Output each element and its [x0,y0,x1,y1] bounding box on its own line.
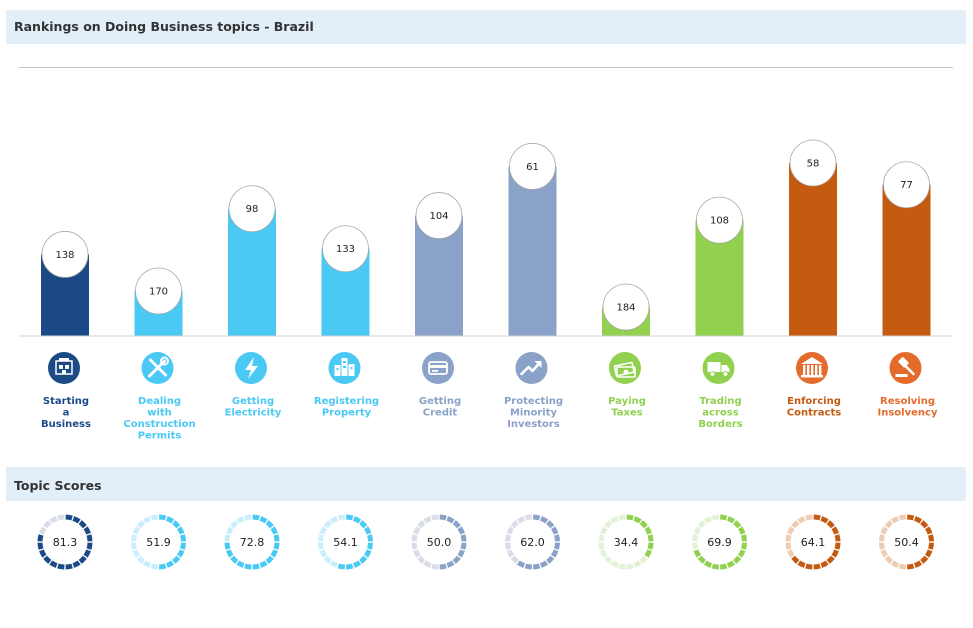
value-bubble: 77 [883,161,930,209]
score-label: 69.9 [707,536,732,549]
value-label: 108 [710,216,729,227]
value-label: 77 [900,180,913,191]
value-label: 104 [429,211,448,222]
category-label: Trading across Borders [698,396,742,430]
value-label: 138 [55,250,74,261]
score-donut: 50.4 [879,514,934,570]
lightning-icon [235,352,267,384]
score-donut: 64.1 [785,514,841,570]
topic-scores-header: Topic Scores [6,467,966,501]
bar [789,163,837,336]
value-bubble: 170 [135,267,182,315]
header-divider [19,67,953,68]
tools-icon [141,352,174,384]
value-label: 170 [149,287,168,298]
value-label: 184 [616,303,635,314]
value-label: 133 [336,244,355,255]
value-label: 98 [246,204,259,215]
value-bubble: 108 [696,196,743,244]
rankings-header: Rankings on Doing Business topics - Braz… [6,10,966,44]
value-bubble: 133 [322,225,369,273]
truck-icon [702,352,735,384]
score-donut: 51.9 [131,514,186,570]
category-label: Paying Taxes [608,396,646,419]
score-donut: 34.4 [598,514,654,570]
score-donut: 62.0 [505,514,560,570]
score-donut: 69.9 [692,514,747,570]
value-bubble: 138 [41,231,89,278]
value-label: 61 [526,162,539,173]
score-label: 72.8 [240,536,265,549]
value-bubble: 104 [415,192,463,239]
value-label: 58 [807,159,820,170]
credit-card-icon [422,352,454,384]
score-label: 54.1 [333,536,358,549]
value-bubble: 98 [228,185,276,233]
category-label: Getting Electricity [225,396,282,419]
value-bubble: 184 [602,283,650,331]
score-label: 50.4 [894,536,919,549]
bar [508,166,557,336]
category-label: Protecting Minority Investors [504,396,563,430]
gavel-icon [889,352,922,384]
score-donut: 54.1 [318,514,373,570]
score-label: 64.1 [801,536,826,549]
score-donut: 72.8 [224,514,280,570]
category-label: Registering Property [314,396,379,419]
bar [882,184,931,336]
topic-scores-title: Topic Scores [14,478,102,493]
building-icon [48,352,80,384]
city-icon [328,352,361,384]
score-label: 81.3 [53,536,78,549]
score-label: 34.4 [614,536,639,549]
value-bubble: 61 [509,143,556,190]
category-label: Enforcing Contracts [787,396,841,419]
score-label: 51.9 [146,536,171,549]
money-icon [609,352,641,384]
score-donut: 81.3 [37,514,93,570]
category-label: Dealing with Construction Permits [123,396,195,442]
category-label: Getting Credit [419,396,461,419]
category-label: Starting a Business [41,396,91,430]
score-label: 62.0 [520,536,545,549]
courthouse-icon [796,352,828,384]
score-donut: 50.0 [411,514,467,570]
chart-title: Rankings on Doing Business topics - Braz… [14,19,314,34]
trend-up-icon [515,352,548,384]
category-label: Resolving Insolvency [878,396,938,419]
score-label: 50.0 [427,536,452,549]
value-bubble: 58 [789,139,837,187]
